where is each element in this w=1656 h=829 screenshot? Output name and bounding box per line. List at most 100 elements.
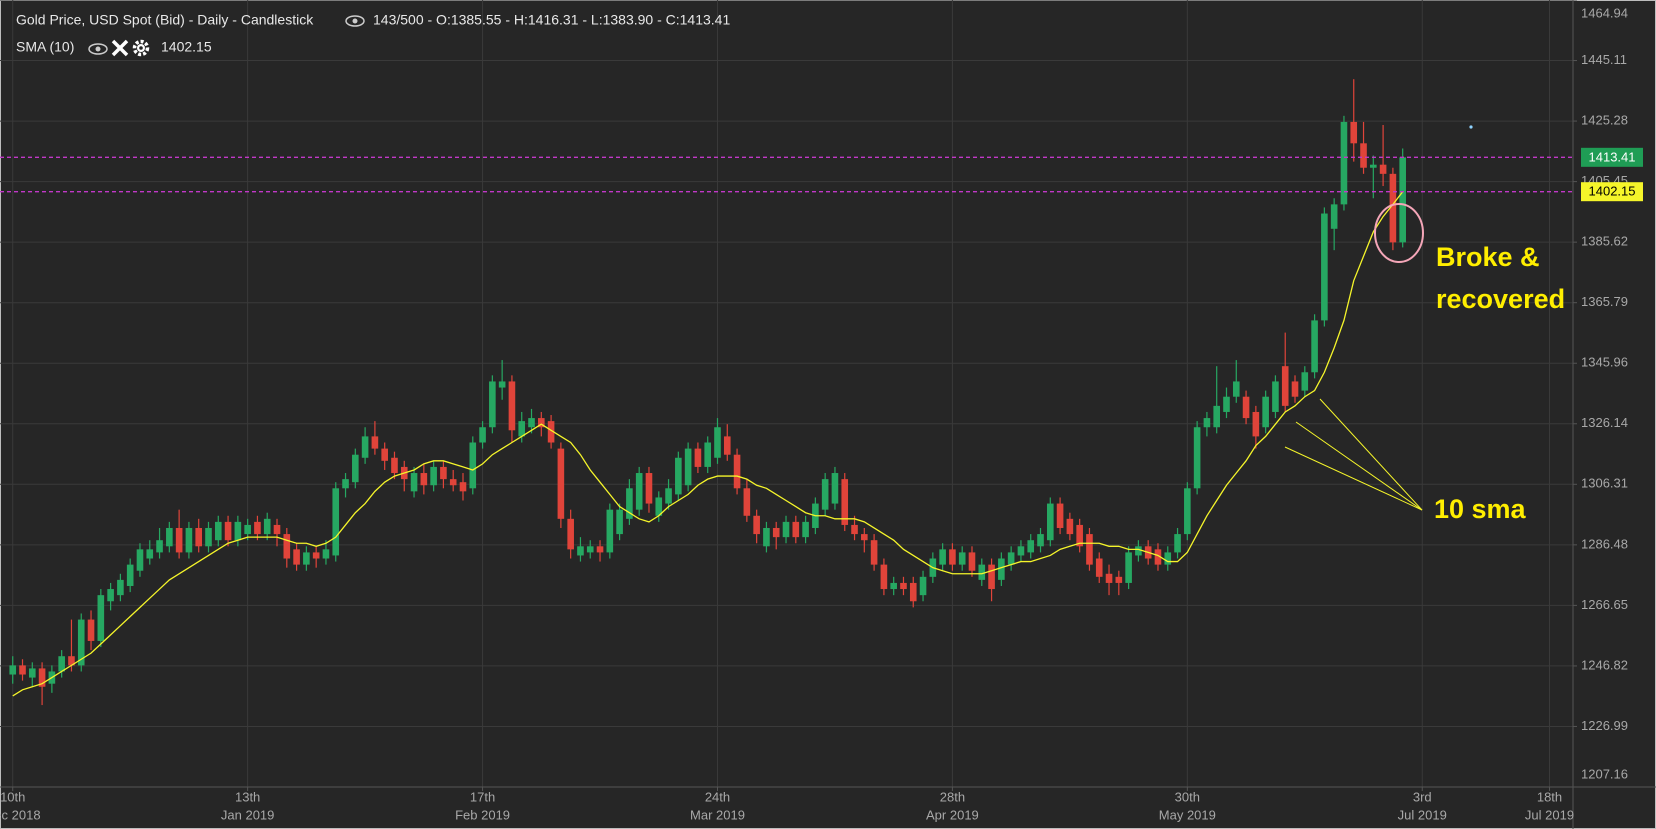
annotation-text: recovered [1436,284,1565,314]
candle-body [998,558,1005,580]
candle-body [136,549,144,571]
y-tick-label: 1425.28 [1581,113,1628,128]
candle-body [1340,121,1348,205]
candle-body [1291,381,1299,397]
indicator-value: 1402.15 [161,39,212,55]
price-label-box [1581,147,1643,167]
candle-body [498,381,506,388]
candle-body [205,527,212,547]
x-tick-label: 3rd [1413,789,1432,804]
y-tick-label: 1246.82 [1581,657,1628,672]
candle-body [293,549,300,565]
plot [0,79,1573,706]
candle-body [792,521,800,538]
y-tick-label: 1207.16 [1581,766,1628,781]
candle-body [1330,204,1338,229]
x-tick-label: 17th [470,789,495,804]
candle-body [606,509,614,553]
candle-body [841,479,849,525]
candle-body [303,552,310,565]
candle-body [1370,164,1377,168]
candle-body [616,509,623,535]
indicator-settings[interactable] [132,39,150,57]
candle-body [704,442,712,467]
visibility-icon[interactable] [345,15,365,27]
y-tick-label: 1385.62 [1581,234,1628,249]
candle-body [449,479,457,486]
candle-body [1193,427,1201,489]
x-tick-label: Jan 2019 [221,807,275,822]
candle-body [97,595,105,641]
candle-body [1046,503,1054,541]
annotation-pointers [1284,398,1423,511]
y-tick-label: 1345.96 [1581,355,1628,370]
candle-body [1154,549,1162,565]
candle-body [1213,405,1221,428]
candle-body [577,546,584,556]
candle-body [9,665,17,675]
candle-body [381,448,388,461]
indicator-visibility[interactable] [88,43,108,55]
candle-body [714,427,721,458]
candle-body [900,582,907,590]
candle-body [1203,418,1211,428]
annotation-text: Broke & [1436,242,1540,272]
candle-body [185,527,193,553]
candle-body [283,534,291,559]
candle-body [645,473,653,504]
candle-body [430,466,437,486]
candle-body [489,381,496,428]
candle-body [831,473,839,504]
price-label: 1413.41 [1589,149,1636,164]
candle-body [890,582,897,590]
y-tick-label: 1266.65 [1581,597,1628,612]
candle-body [782,521,790,538]
candle-body [675,457,682,495]
x-tick-label: Jul 2019 [1398,807,1447,822]
candle-body [126,564,134,586]
y-tick-label: 1226.99 [1581,718,1628,733]
y-tick-label: 1306.31 [1581,476,1628,491]
candle-body [1321,213,1328,321]
candle-body [1311,320,1318,373]
candle-body [1086,534,1093,565]
candle-body [263,518,271,535]
x-tick-label: May 2019 [1159,807,1216,822]
candle-body [332,488,340,556]
y-tick-label: 1286.48 [1581,536,1628,551]
chart-title: Gold Price, USD Spot (Bid) - Daily - Can… [16,12,314,28]
candle-body [821,479,829,510]
candle-body [1262,396,1269,428]
grid [0,0,1573,788]
indicator-remove[interactable] [111,39,129,57]
candle-body [1125,552,1132,583]
candle-body [234,521,242,541]
candle-body [626,488,633,519]
candle-body [479,427,486,443]
candle-body [655,497,663,516]
candle-body [978,564,986,580]
candle-body [1379,164,1387,174]
candle-body [763,527,770,547]
candle-body [391,457,398,474]
candle-body [733,454,741,489]
candle-body [1350,121,1358,144]
candle-body [1223,396,1230,412]
candle-body [77,619,85,666]
candle-body [1272,381,1279,412]
candle-body [195,527,203,547]
candle-body [518,421,526,437]
x-tick-label: 18th [1537,789,1562,804]
candle-body [694,448,702,467]
x-tick-label: 28th [940,789,965,804]
candle-body [596,546,604,553]
candle-body [469,442,477,489]
highlight-circle [1374,203,1424,263]
candle-body [939,549,946,565]
candle-body [312,552,320,559]
candle-body [753,515,760,535]
candle-body [1399,157,1406,243]
x-tick-label: Mar 2019 [690,807,745,822]
